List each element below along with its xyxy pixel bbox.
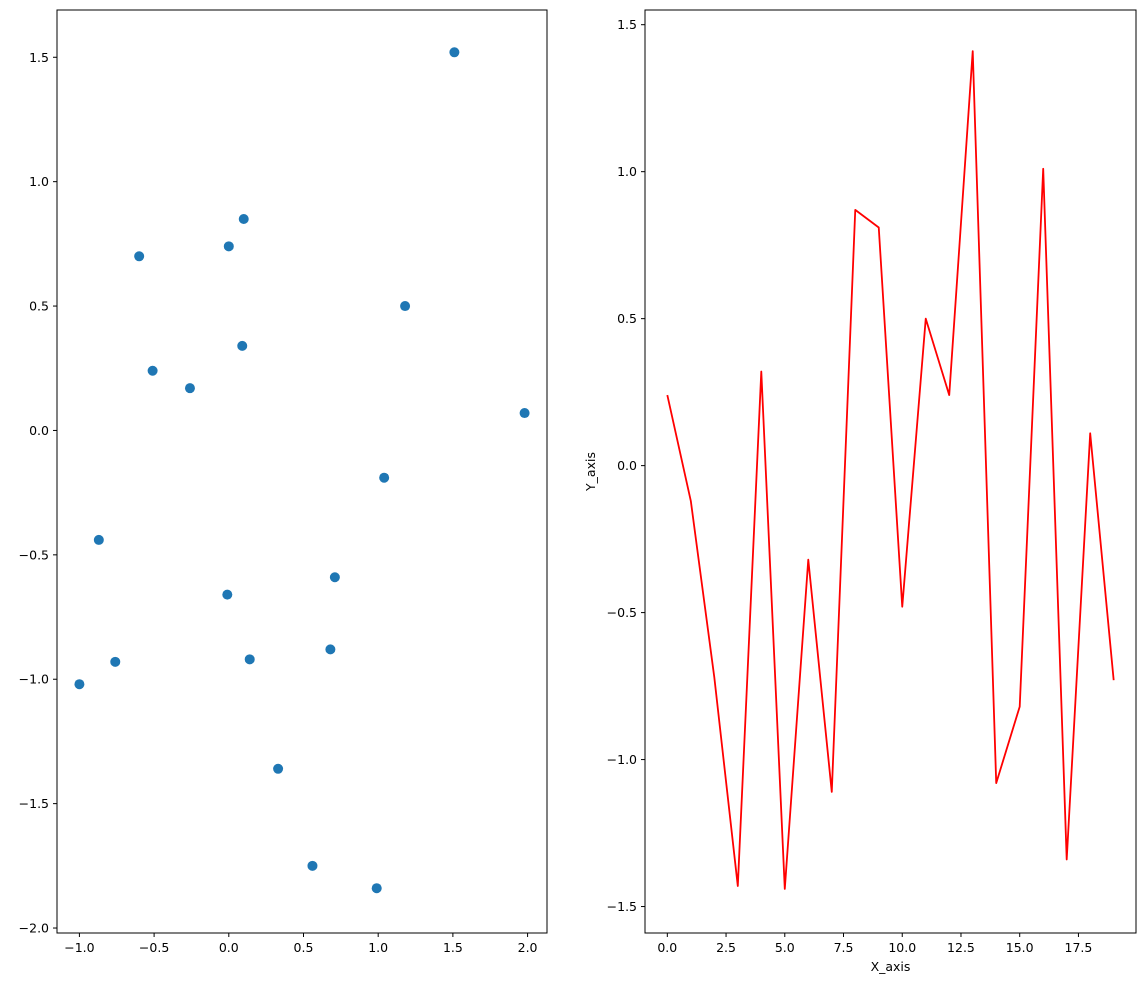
scatter-point <box>371 883 382 894</box>
scatter-points <box>74 47 530 894</box>
scatter-point <box>400 301 411 312</box>
x-tick-label: 2.0 <box>518 940 538 955</box>
scatter-point <box>74 679 85 690</box>
y-tick-label: −1.0 <box>607 752 637 767</box>
scatter-point <box>238 213 249 224</box>
scatter-point <box>222 589 233 600</box>
scatter-point <box>237 340 248 351</box>
y-tick-label: −1.0 <box>19 672 49 687</box>
scatter-point <box>110 656 121 667</box>
x-tick-label: 1.0 <box>368 940 388 955</box>
y-tick-label: 1.0 <box>29 174 49 189</box>
y-tick-label: 0.0 <box>29 423 49 438</box>
line-chart: 0.0 2.5 5.0 7.5 10.0 12.5 15.0 17.5 −1.5 −1.0 −0.5… <box>583 9 1137 974</box>
x-tick-label: 17.5 <box>1065 940 1093 955</box>
scatter-point <box>93 534 104 545</box>
x-tick-label: 0.0 <box>219 940 239 955</box>
x-tick-label: 10.0 <box>888 940 916 955</box>
scatter-point <box>519 408 530 419</box>
scatter-point <box>307 860 318 871</box>
x-tick-label: 2.5 <box>716 940 736 955</box>
y-tick-label: 0.5 <box>29 299 49 314</box>
scatter-point <box>379 472 390 483</box>
scatter-point <box>134 251 145 262</box>
y-tick-label: 1.5 <box>617 17 637 32</box>
plot-frame <box>644 9 1137 934</box>
x-tick-label: 1.5 <box>443 940 463 955</box>
scatter-point <box>147 365 158 376</box>
x-tick-label: 7.5 <box>834 940 854 955</box>
plot-frame <box>56 9 548 934</box>
x-axis-label: X_axis <box>871 959 911 974</box>
y-tick-label: −0.5 <box>19 547 49 562</box>
y-tick-label: 1.0 <box>617 164 637 179</box>
x-tick-label: −1.0 <box>64 940 94 955</box>
x-tick-label: 5.0 <box>775 940 795 955</box>
y-tick-label: −0.5 <box>607 605 637 620</box>
scatter-point <box>244 654 255 665</box>
x-tick-label: −0.5 <box>139 940 169 955</box>
scatter-point <box>273 763 284 774</box>
y-tick-label: −1.5 <box>607 899 637 914</box>
scatter-point <box>449 47 460 58</box>
x-tick-label: 12.5 <box>947 940 975 955</box>
series-line <box>666 50 1115 890</box>
y-tick-label: −2.0 <box>19 921 49 936</box>
scatter-point <box>325 644 336 655</box>
scatter-point <box>184 383 195 394</box>
x-tick-label: 0.0 <box>657 940 677 955</box>
y-tick-label: 0.0 <box>617 458 637 473</box>
scatter-point <box>329 572 340 583</box>
scatter-point <box>223 241 234 252</box>
y-tick-label: 1.5 <box>29 50 49 65</box>
scatter-chart: −1.0 −0.5 0.0 0.5 1.0 1.5 2.0 −2.0 −1.5 −1.0 −0.5 0… <box>19 9 548 955</box>
y-axis-label: Y_axis <box>583 452 598 492</box>
y-tick-label: −1.5 <box>19 796 49 811</box>
x-tick-label: 0.5 <box>294 940 314 955</box>
x-tick-label: 15.0 <box>1006 940 1034 955</box>
y-tick-label: 0.5 <box>617 311 637 326</box>
